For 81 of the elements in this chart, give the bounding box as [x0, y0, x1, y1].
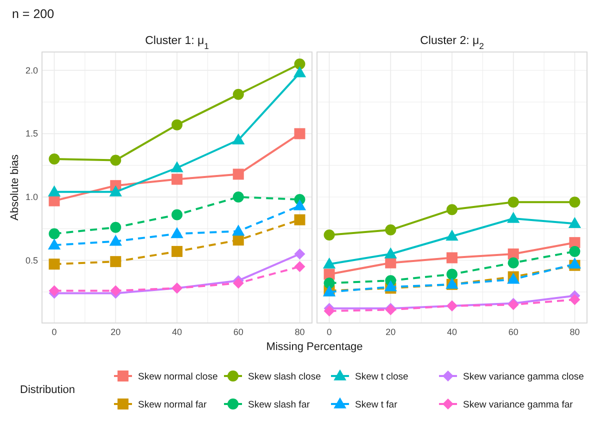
- point: [172, 246, 182, 257]
- x-axis-title: Missing Percentage: [266, 341, 363, 353]
- text: n = 200: [12, 7, 54, 21]
- point: [48, 228, 60, 240]
- point: [48, 285, 60, 296]
- point: [294, 248, 306, 260]
- y-tick-label: 2.0: [25, 65, 38, 76]
- legend-title: Distribution: [20, 384, 76, 396]
- point: [48, 258, 60, 270]
- chart-title: Cluster 2: μ$_{2}$: [420, 35, 484, 51]
- point: [110, 222, 122, 233]
- point: [294, 261, 306, 272]
- point: [508, 257, 519, 268]
- point: [384, 280, 397, 292]
- legend-label: Skew normal far: [138, 400, 207, 410]
- point: [385, 257, 396, 268]
- point: [446, 268, 458, 280]
- point: [324, 268, 335, 280]
- x-tick-label: 60: [233, 327, 244, 337]
- point: [324, 278, 335, 289]
- legend-label: Skew variance gamma far: [463, 400, 573, 410]
- point: [109, 185, 122, 196]
- point: [48, 185, 61, 196]
- x-tick-label: 20: [110, 327, 121, 337]
- point: [232, 234, 244, 246]
- point: [170, 227, 184, 238]
- x-tick-label: 40: [446, 327, 458, 337]
- point: [48, 238, 61, 250]
- point: [232, 192, 244, 202]
- point: [446, 204, 458, 216]
- point: [294, 214, 306, 226]
- legend-label: Skew t far: [355, 400, 398, 410]
- point: [232, 88, 244, 100]
- point: [569, 196, 580, 208]
- x-tick-label: 20: [386, 327, 396, 337]
- point: [109, 234, 122, 246]
- point: [324, 229, 335, 240]
- point: [384, 247, 397, 258]
- point: [385, 224, 396, 236]
- x-tick-label: 0: [52, 327, 57, 337]
- point: [293, 66, 306, 78]
- point: [322, 258, 336, 269]
- point: [110, 154, 122, 166]
- point: [110, 285, 122, 296]
- point: [172, 209, 182, 220]
- y-axis-title: Absolute bias: [9, 154, 21, 221]
- point: [48, 195, 60, 206]
- point: [293, 199, 306, 210]
- legend-label: Skew normal close: [138, 372, 218, 382]
- x-tick-label: 80: [570, 327, 580, 337]
- x-tick-label: 0: [326, 327, 332, 337]
- point: [170, 161, 184, 172]
- point: [568, 216, 582, 228]
- chart-title: Cluster 1: μ$_{1}$: [145, 35, 210, 51]
- x-tick-label: 80: [294, 327, 305, 337]
- point: [324, 305, 335, 316]
- point: [507, 212, 520, 223]
- point: [232, 133, 245, 144]
- point: [232, 224, 245, 236]
- legend-label: Skew slash far: [248, 400, 310, 410]
- point: [48, 154, 60, 165]
- legend-label: Skew variance gamma close: [463, 372, 584, 382]
- point: [232, 168, 244, 180]
- point: [508, 196, 519, 208]
- point: [110, 256, 122, 268]
- point: [172, 174, 182, 185]
- point: [294, 58, 306, 70]
- legend-label: Skew slash close: [248, 372, 321, 382]
- point: [294, 128, 306, 140]
- point: [446, 252, 458, 264]
- point: [232, 278, 244, 289]
- point: [569, 294, 580, 306]
- x-tick-label: 40: [172, 327, 182, 337]
- legend-label: Skew t close: [355, 372, 408, 382]
- y-tick-label: 1.0: [25, 192, 38, 202]
- y-tick-label: 1.5: [25, 128, 38, 139]
- x-tick-label: 60: [508, 327, 518, 337]
- y-tick-label: 0.5: [25, 255, 38, 266]
- point: [172, 119, 182, 130]
- point: [446, 230, 458, 241]
- point: [569, 246, 580, 257]
